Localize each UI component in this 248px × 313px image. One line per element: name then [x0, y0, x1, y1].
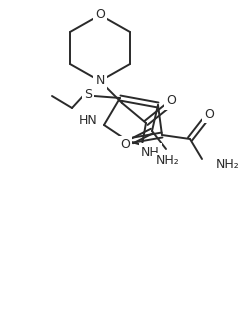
- Text: O: O: [120, 138, 130, 151]
- Text: NH₂: NH₂: [156, 155, 180, 167]
- Text: HN: HN: [79, 115, 98, 127]
- Text: O: O: [95, 8, 105, 22]
- Text: S: S: [84, 88, 92, 100]
- Text: N: N: [95, 74, 105, 88]
- Text: O: O: [204, 107, 214, 121]
- Text: NH: NH: [141, 146, 159, 158]
- Text: O: O: [166, 95, 176, 107]
- Text: NH₂: NH₂: [216, 157, 240, 171]
